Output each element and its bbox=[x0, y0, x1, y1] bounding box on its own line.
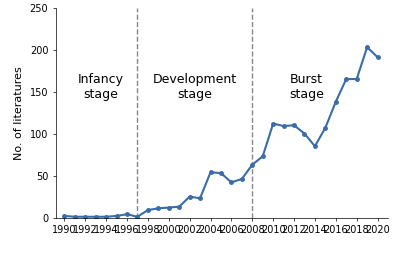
Y-axis label: No. of literatures: No. of literatures bbox=[14, 66, 24, 159]
Text: Infancy
stage: Infancy stage bbox=[78, 73, 124, 101]
Text: Burst
stage: Burst stage bbox=[289, 73, 324, 101]
Text: Development
stage: Development stage bbox=[153, 73, 237, 101]
